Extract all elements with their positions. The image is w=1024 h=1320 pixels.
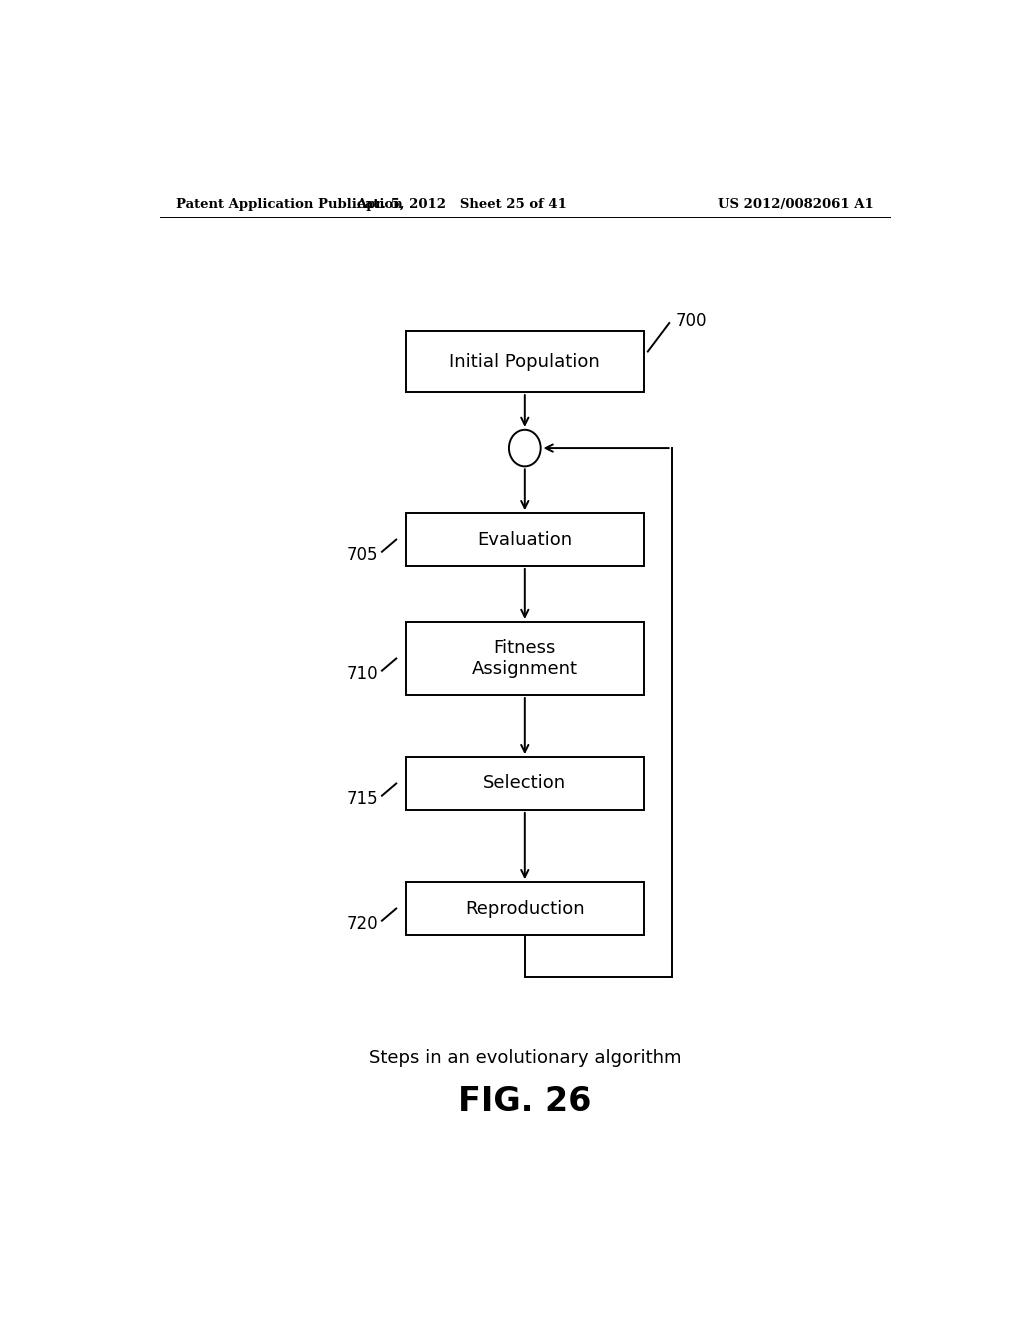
Text: 705: 705 [346, 545, 378, 564]
Text: Selection: Selection [483, 775, 566, 792]
Bar [406, 882, 644, 935]
Bar [406, 331, 644, 392]
Text: 700: 700 [676, 312, 708, 330]
Text: Patent Application Publication: Patent Application Publication [176, 198, 402, 211]
Bar [406, 513, 644, 566]
Text: 720: 720 [346, 915, 378, 933]
Bar [406, 758, 644, 810]
Ellipse shape [509, 430, 541, 466]
Text: US 2012/0082061 A1: US 2012/0082061 A1 [718, 198, 873, 211]
Text: Evaluation: Evaluation [477, 531, 572, 549]
Text: 710: 710 [346, 665, 378, 682]
Text: Steps in an evolutionary algorithm: Steps in an evolutionary algorithm [369, 1049, 681, 1067]
Text: 715: 715 [346, 789, 378, 808]
Text: Initial Population: Initial Population [450, 352, 600, 371]
Text: FIG. 26: FIG. 26 [458, 1085, 592, 1118]
Text: Apr. 5, 2012   Sheet 25 of 41: Apr. 5, 2012 Sheet 25 of 41 [356, 198, 566, 211]
Text: Reproduction: Reproduction [465, 899, 585, 917]
Text: Fitness
Assignment: Fitness Assignment [472, 639, 578, 678]
Bar [406, 622, 644, 696]
